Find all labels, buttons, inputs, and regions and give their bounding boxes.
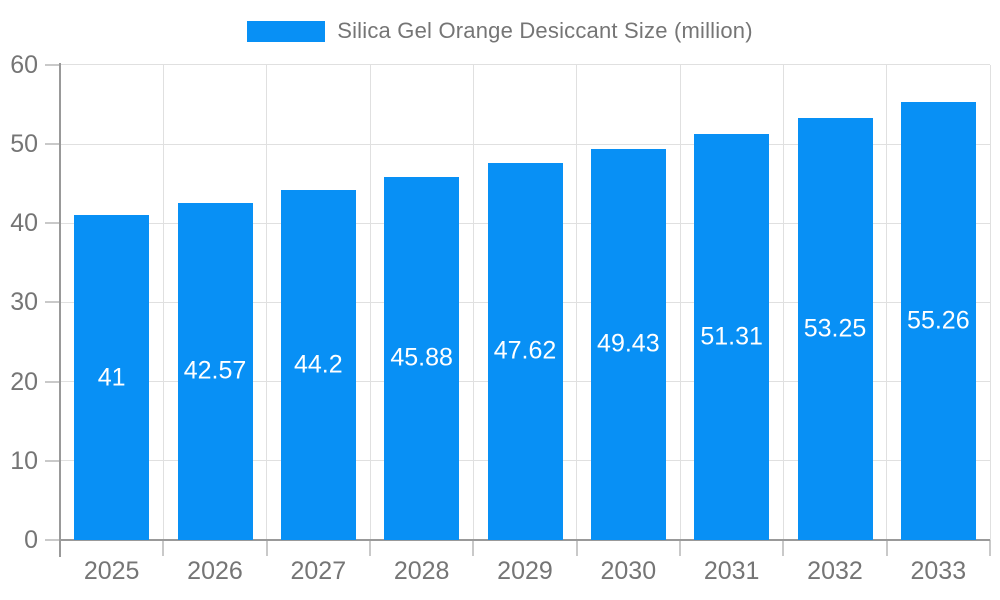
gridline-vertical: [162, 64, 164, 540]
x-tick-label: 2031: [703, 557, 760, 585]
x-axis-line: [59, 539, 990, 541]
y-tick-label: 20: [10, 367, 38, 396]
bar[interactable]: 49.43: [590, 148, 666, 540]
y-axis-line: [59, 62, 61, 557]
bar-value-label: 42.57: [183, 356, 247, 385]
x-axis-tick: [265, 540, 268, 556]
y-axis-tick: [45, 301, 60, 304]
gridline-vertical: [266, 64, 268, 540]
x-axis-tick: [575, 540, 578, 556]
gridline-vertical: [989, 64, 991, 540]
y-axis-tick: [45, 222, 60, 225]
bar-value-label: 45.88: [390, 343, 453, 372]
legend-swatch: [247, 20, 326, 42]
y-axis-tick: [45, 380, 60, 383]
bar-value-label: 47.62: [493, 336, 557, 365]
bar-value-label: 44.2: [293, 350, 343, 379]
bar[interactable]: 47.62: [487, 162, 563, 540]
bar-value-label: 53.25: [803, 314, 867, 343]
bar[interactable]: 53.25: [797, 118, 873, 540]
bar[interactable]: 55.26: [900, 102, 976, 540]
gridline-vertical: [576, 64, 578, 540]
x-tick-label: 2029: [497, 557, 553, 585]
bar-value-label: 41: [97, 363, 126, 392]
x-tick-label: 2033: [910, 557, 967, 585]
y-tick-label: 10: [10, 446, 38, 475]
x-axis-tick: [885, 540, 888, 556]
y-tick-label: 50: [10, 130, 38, 158]
bar-value-label: 55.26: [907, 306, 970, 335]
bar[interactable]: 41: [74, 215, 150, 540]
bar[interactable]: 42.57: [177, 202, 253, 540]
x-axis-tick: [162, 540, 165, 556]
x-tick-label: 2028: [393, 557, 450, 585]
gridline-horizontal: [60, 64, 990, 66]
x-axis-tick: [782, 540, 785, 556]
gridline-horizontal: [60, 143, 990, 145]
x-axis-tick: [369, 540, 371, 556]
x-axis-tick: [679, 540, 681, 556]
y-tick-label: 40: [10, 209, 38, 238]
legend-label: Silica Gel Orange Desiccant Size (millio…: [337, 18, 753, 43]
bar[interactable]: 44.2: [280, 189, 356, 540]
y-tick-label: 0: [24, 526, 38, 554]
bar[interactable]: 51.31: [694, 133, 770, 540]
y-tick-label: 60: [10, 50, 38, 79]
x-tick-label: 2032: [807, 557, 863, 585]
x-tick-label: 2027: [290, 557, 347, 585]
bar-value-label: 49.43: [597, 329, 660, 358]
x-tick-label: 2025: [83, 557, 140, 585]
x-axis-tick: [472, 540, 475, 556]
gridline-vertical: [472, 64, 474, 540]
bar[interactable]: 45.88: [384, 176, 460, 540]
gridline-vertical: [886, 64, 888, 540]
legend[interactable]: Silica Gel Orange Desiccant Size (millio…: [0, 18, 1000, 44]
y-axis-tick: [45, 143, 60, 145]
y-axis-tick: [45, 459, 60, 462]
x-axis-tick: [989, 540, 991, 556]
x-tick-label: 2030: [600, 557, 657, 585]
bar-value-label: 51.31: [700, 322, 763, 351]
y-axis-tick: [45, 539, 60, 541]
gridline-vertical: [369, 64, 371, 540]
gridline-vertical: [679, 64, 681, 540]
x-tick-label: 2026: [187, 557, 243, 585]
gridline-vertical: [782, 64, 784, 540]
y-axis-tick: [45, 63, 60, 66]
y-tick-label: 30: [10, 288, 38, 317]
